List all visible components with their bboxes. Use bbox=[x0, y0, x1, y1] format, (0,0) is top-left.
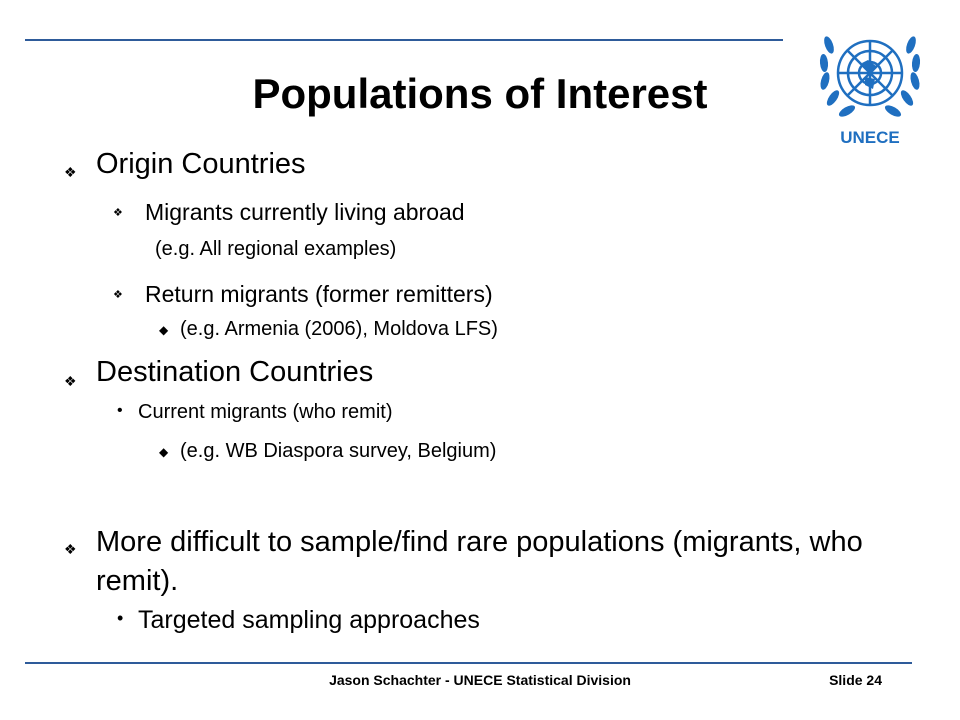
top-rule bbox=[25, 39, 783, 41]
slide-number: Slide 24 bbox=[829, 672, 882, 688]
logo-text: UNECE bbox=[840, 128, 900, 147]
bullet-text: (e.g. WB Diaspora survey, Belgium) bbox=[180, 440, 497, 462]
bullet-text: More difficult to sample/find rare popul… bbox=[96, 526, 863, 597]
footer-text: Jason Schachter - UNECE Statistical Divi… bbox=[329, 672, 631, 688]
bottom-rule bbox=[25, 662, 912, 664]
bullet-text: Targeted sampling approaches bbox=[138, 606, 480, 634]
bullet-glyph: • bbox=[117, 608, 124, 628]
bullet-text: Origin Countries bbox=[96, 148, 306, 180]
bullet-text: Current migrants (who remit) bbox=[138, 401, 393, 423]
bullet-text: Return migrants (former remitters) bbox=[145, 281, 493, 307]
bullet-glyph: ◆ bbox=[159, 445, 169, 459]
bullet-text: (e.g. Armenia (2006), Moldova LFS) bbox=[180, 318, 498, 340]
bullet-glyph: ❖ bbox=[113, 289, 123, 301]
slide-title: Populations of Interest bbox=[252, 70, 708, 117]
bullet-glyph: • bbox=[117, 402, 123, 419]
unece-logo: UNECE bbox=[819, 36, 921, 147]
bullet-glyph: ❖ bbox=[64, 164, 77, 180]
bullet-glyph: ◆ bbox=[159, 323, 169, 337]
bullet-glyph: ❖ bbox=[113, 207, 123, 219]
bullet-text: (e.g. All regional examples) bbox=[155, 238, 397, 260]
bullet-text: Destination Countries bbox=[96, 356, 374, 388]
bullet-text: Migrants currently living abroad bbox=[145, 199, 465, 225]
bullet-glyph: ❖ bbox=[64, 373, 77, 389]
bullet-glyph: ❖ bbox=[64, 541, 77, 557]
